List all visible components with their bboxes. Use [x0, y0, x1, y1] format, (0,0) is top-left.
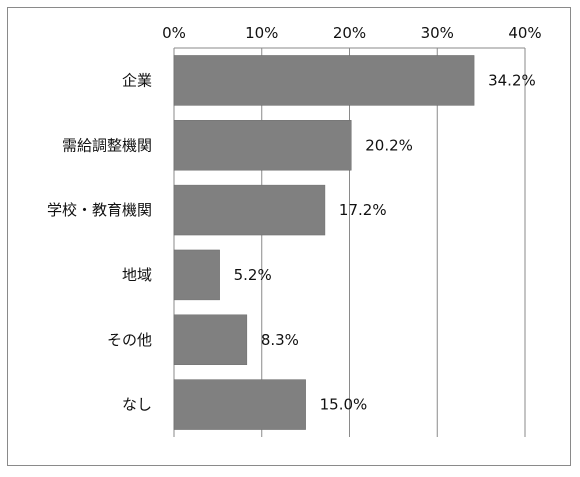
category-label: その他 — [107, 331, 152, 349]
bar — [173, 379, 306, 430]
bar — [173, 55, 475, 106]
bar — [173, 314, 248, 365]
data-label: 20.2% — [365, 136, 413, 154]
category-label: なし — [122, 396, 152, 414]
category-label: 企業 — [122, 71, 152, 89]
data-label: 15.0% — [320, 396, 368, 414]
x-tick-label: 0% — [162, 24, 186, 42]
category-label: 地域 — [122, 266, 152, 284]
gridlines — [173, 47, 526, 437]
bar — [173, 249, 220, 301]
x-tick-label: 10% — [245, 24, 278, 42]
bars — [173, 55, 475, 430]
data-label: 8.3% — [261, 331, 299, 349]
category-label: 学校・教育機関 — [47, 201, 152, 219]
data-label: 34.2% — [488, 71, 536, 89]
x-tick-label: 30% — [421, 24, 454, 42]
bar — [173, 120, 352, 171]
bar — [173, 184, 326, 236]
data-label: 5.2% — [234, 266, 272, 284]
data-labels: 34.2% 20.2% 17.2% 5.2% 8.3% 15.0% — [234, 71, 536, 413]
category-label: 需給調整機関 — [62, 136, 152, 154]
data-label: 17.2% — [339, 201, 387, 219]
x-tick-label: 20% — [333, 24, 366, 42]
tick-labels: 0% 10% 20% 30% 40% — [162, 24, 542, 42]
x-tick-label: 40% — [508, 24, 541, 42]
